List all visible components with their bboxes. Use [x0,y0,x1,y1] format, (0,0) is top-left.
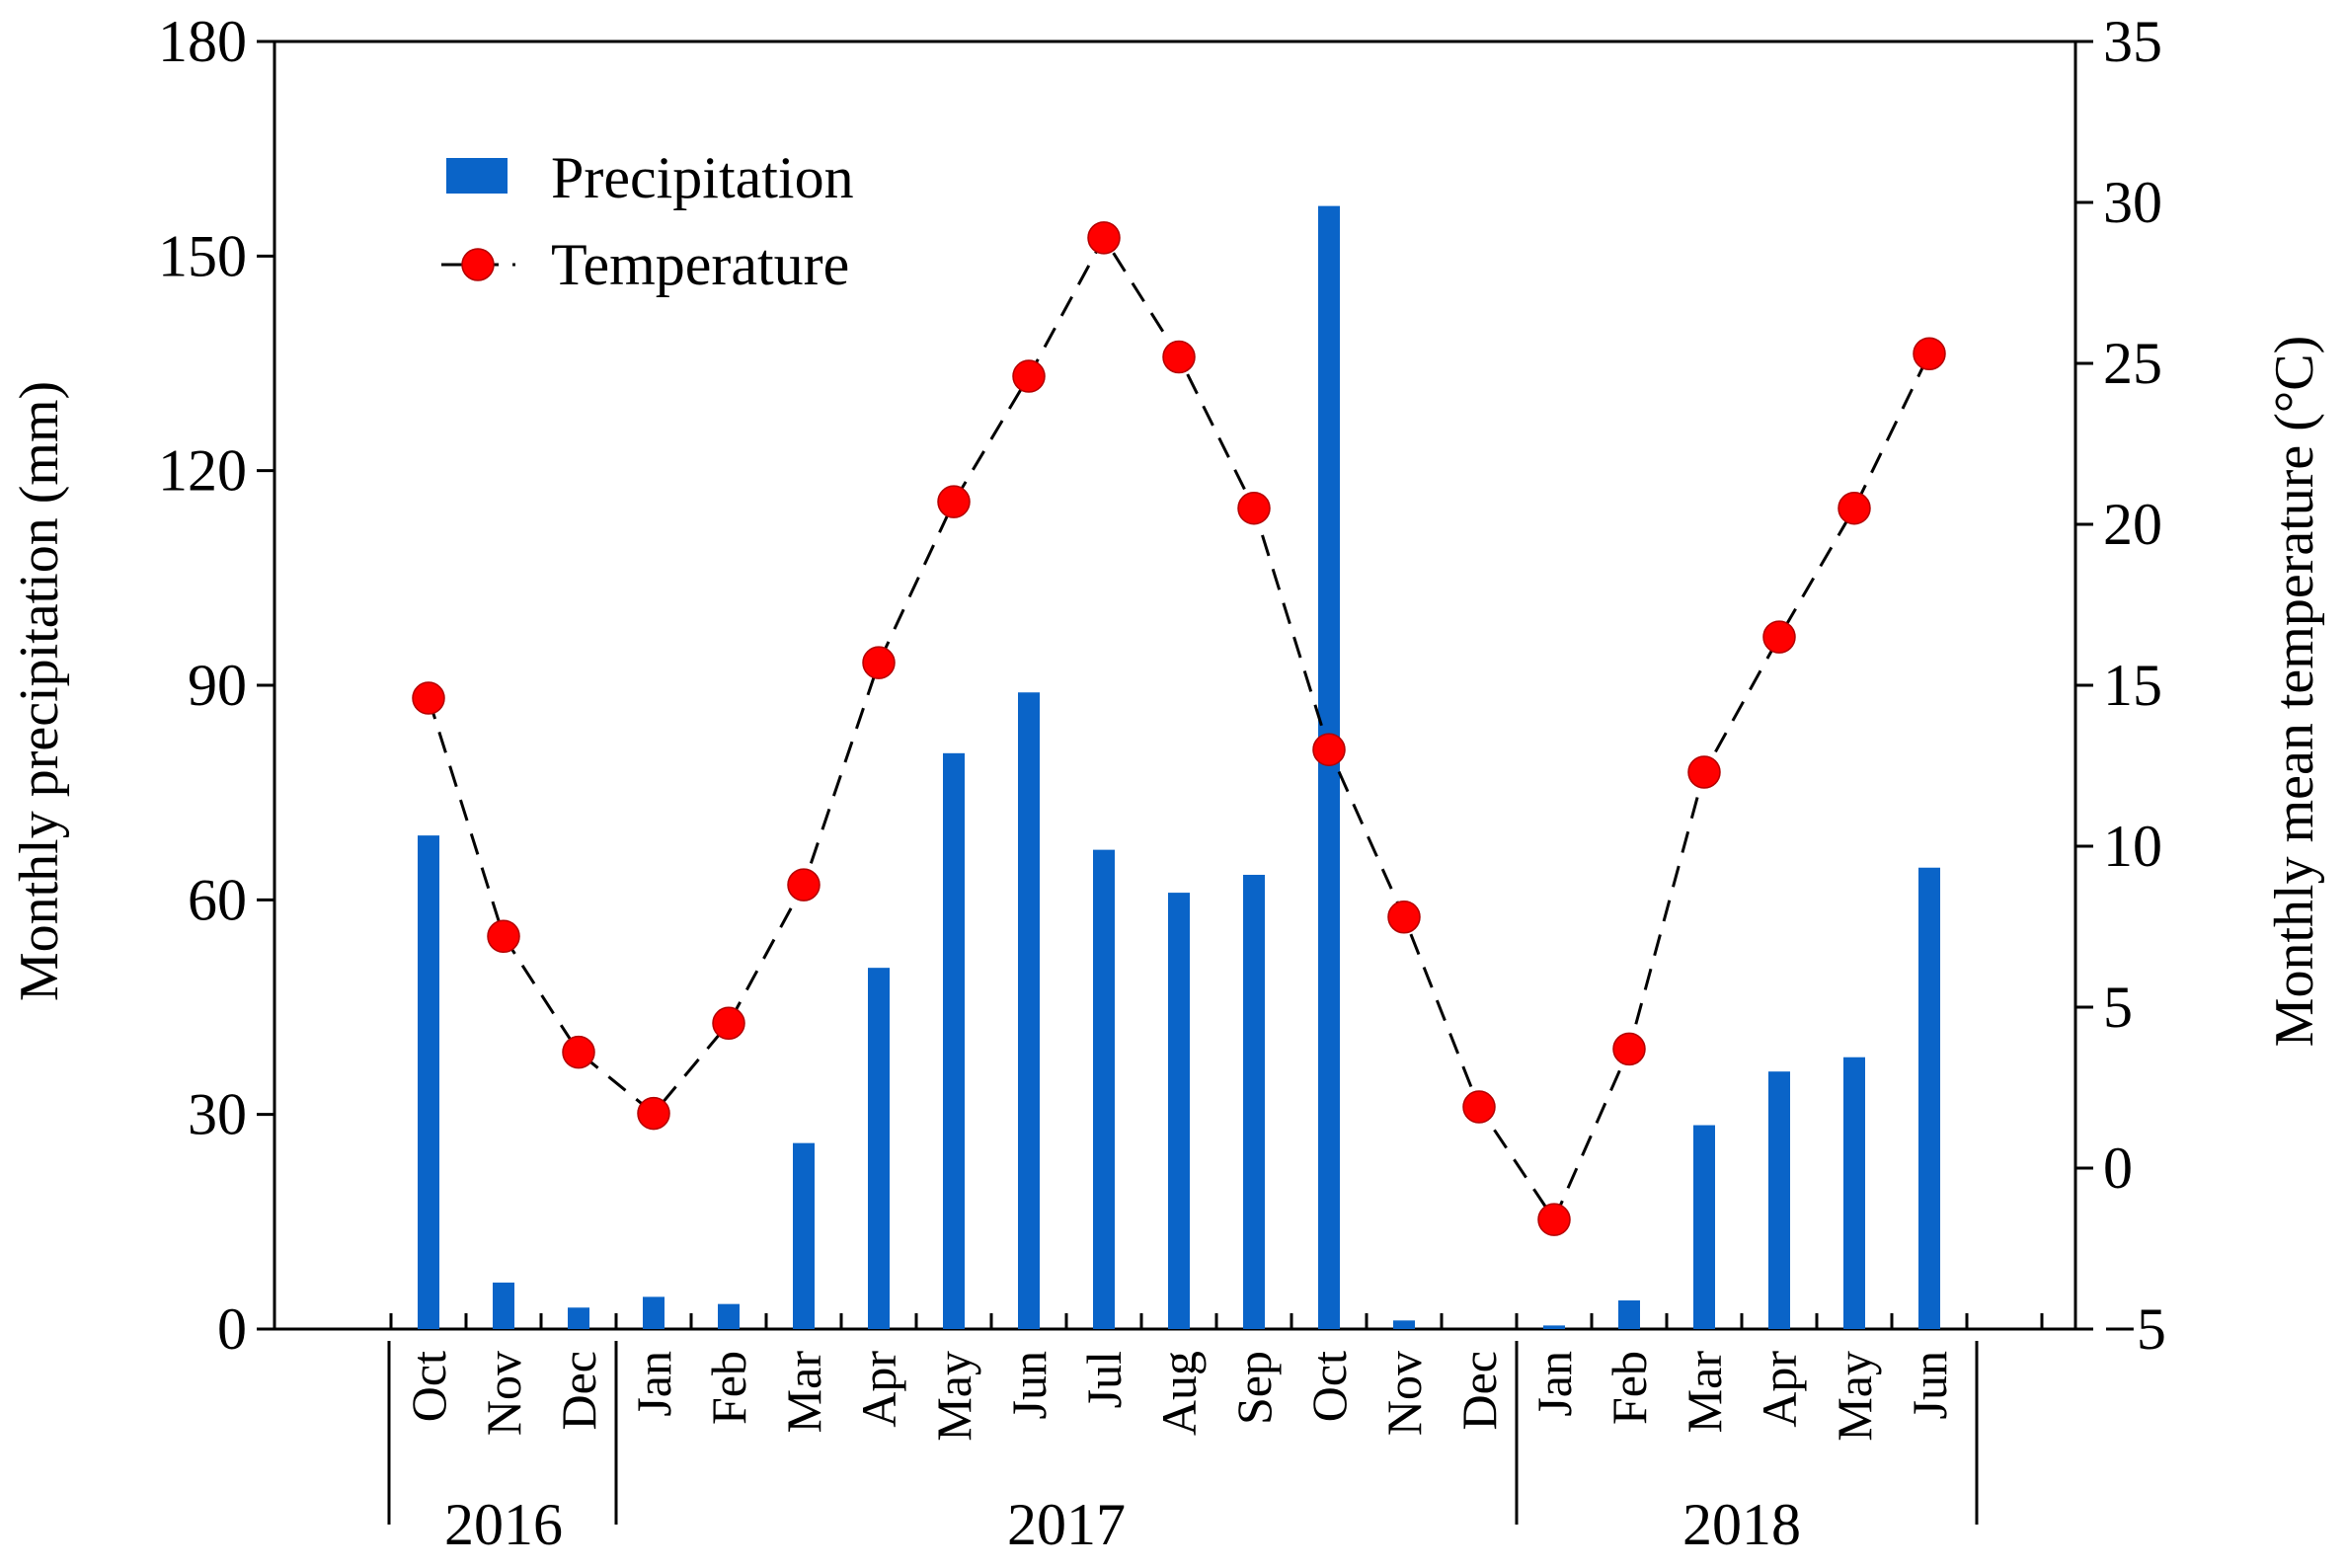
temperature-point [1762,620,1796,654]
legend-label-precipitation: Precipitation [551,145,854,210]
precipitation-bar [568,1307,589,1329]
month-label: Sep [1226,1351,1282,1425]
precipitation-bar [418,835,439,1329]
month-label: Oct [1301,1351,1357,1422]
temperature-point [1537,1203,1571,1236]
temperature-point [412,681,445,715]
right-tick-label: −5 [2103,1296,2166,1362]
month-label: Dec [1451,1351,1507,1431]
right-tick-label: 5 [2103,975,2133,1040]
month-label: Oct [401,1351,456,1422]
right-tick-label: 15 [2103,653,2162,718]
left-tick-label: 120 [158,438,247,504]
temperature-point [562,1035,595,1069]
precipitation-bar [793,1142,815,1329]
legend: Precipitation Temperature [441,145,854,297]
precipitation-bar [1543,1325,1565,1329]
month-label: Jun [1001,1351,1056,1419]
temperature-point [1162,340,1196,374]
precipitation-bar [1393,1320,1415,1329]
year-label: 2018 [1682,1492,1801,1557]
month-label: Feb [701,1351,756,1425]
temperature-point [1687,755,1721,789]
temperature-point [1462,1090,1496,1124]
precipitation-bar [943,752,965,1329]
precipitation-bar [1618,1300,1640,1329]
temperature-series [412,221,1946,1236]
temperature-point [712,1006,745,1041]
year-label: 2017 [1007,1492,1126,1557]
left-tick-label: 60 [188,867,247,932]
month-label: Jun [1902,1351,1957,1419]
legend-label-temperature: Temperature [551,232,849,297]
left-tick-label: 150 [158,223,247,288]
temperature-point [1237,491,1271,525]
month-label: Jul [1076,1351,1132,1408]
temperature-point [1913,337,1946,370]
temperature-point [637,1096,670,1131]
temperature-point [1612,1032,1646,1066]
precipitation-bar [1768,1071,1790,1329]
temperature-point [1838,491,1871,525]
month-label: Aug [1151,1351,1207,1436]
precipitation-bar [1243,874,1265,1329]
precipitation-bars [418,205,1940,1330]
month-label: Mar [1677,1351,1732,1434]
precipitation-bar [1693,1125,1715,1329]
right-tick-label: 25 [2103,331,2162,396]
temperature-point [1387,900,1421,934]
precipitation-bar [1918,867,1940,1329]
precipitation-bar [1093,849,1115,1329]
month-label: Apr [851,1351,906,1428]
temperature-point [1012,359,1046,393]
temperature-point [487,919,520,954]
precipitation-bar [718,1303,740,1329]
precipitation-bar [643,1296,665,1329]
month-label: May [926,1351,981,1442]
month-label: Mar [776,1351,831,1434]
right-tick-label: 35 [2103,9,2162,74]
temperature-point [1312,733,1346,766]
right-tick-label: 30 [2103,170,2162,235]
temperature-point [862,646,896,679]
year-label: 2016 [444,1492,563,1557]
precipitation-bar [1168,893,1190,1329]
legend-swatch-precipitation [446,158,508,194]
month-label: Nov [476,1351,531,1436]
month-label: Nov [1376,1351,1432,1436]
legend-marker-temperature [461,248,495,281]
precipitation-bar [1018,692,1040,1329]
left-y-axis: 0 30 60 90 120 150 180 [158,9,274,1362]
right-y-axis: −5 0 5 10 15 20 25 30 35 [2075,9,2166,1362]
left-tick-label: 30 [188,1082,247,1147]
right-tick-label: 20 [2103,492,2162,557]
temperature-point [937,485,971,518]
x-axis: Oct Nov Dec Jan Feb Mar Apr May Jun Jul Aug Sep Oct N… [387,1313,2044,1557]
month-label: Jan [626,1351,681,1417]
precipitation-bar [1318,205,1340,1330]
precipitation-bar [493,1282,514,1329]
left-tick-label: 180 [158,9,247,74]
precipitation-bar [868,968,890,1329]
left-axis-title: Monthly precipitation (mm) [9,381,70,1001]
precipitation-bar [1843,1057,1865,1329]
right-axis-title: Monthly mean temperature (°C) [2264,336,2325,1048]
right-tick-label: 0 [2103,1136,2133,1201]
month-label: Feb [1602,1351,1657,1425]
left-tick-label: 0 [217,1296,247,1362]
month-label: May [1827,1351,1882,1442]
temperature-point [787,868,821,902]
left-tick-label: 90 [188,653,247,718]
month-label: Dec [551,1351,606,1431]
month-label: Jan [1526,1351,1582,1417]
month-label: Apr [1752,1351,1807,1428]
temperature-point [1087,221,1121,255]
right-tick-label: 10 [2103,814,2162,879]
